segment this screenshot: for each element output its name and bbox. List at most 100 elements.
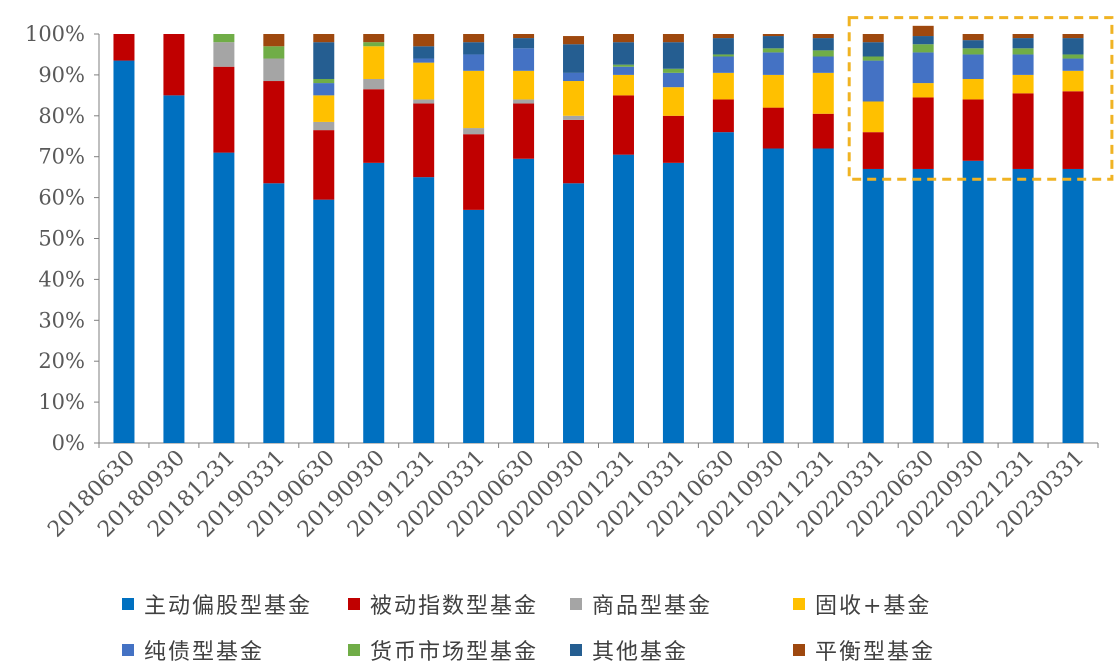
bar-segment <box>762 48 784 53</box>
bar-segment <box>912 97 934 169</box>
bar-segment <box>1062 70 1084 92</box>
bar-segment <box>263 183 285 443</box>
bar-segment <box>413 103 435 178</box>
legend-label: 固收+基金 <box>815 594 932 619</box>
bar-segment <box>1012 34 1034 39</box>
bar-segment <box>313 130 335 200</box>
bar-segment <box>812 50 834 57</box>
bar-segment <box>363 89 385 163</box>
bar-segment <box>213 34 235 43</box>
bar-segment <box>563 183 585 443</box>
bar-segment <box>1012 38 1034 49</box>
bar-segment <box>463 42 485 55</box>
bar-segment <box>1012 74 1034 94</box>
bar-segment <box>563 44 585 73</box>
bar-segment <box>712 72 734 100</box>
bar-segment <box>612 74 634 96</box>
bar-segment <box>962 54 984 79</box>
bar-segment <box>1062 38 1084 55</box>
bar-segment <box>862 56 884 61</box>
bar-segment <box>662 34 684 43</box>
bar-segment <box>662 72 684 88</box>
legend-label: 其他基金 <box>592 640 689 665</box>
bar-segment <box>762 74 784 108</box>
legend-swatch <box>570 644 582 656</box>
legend-item-fixed-income-plus: 固收+基金 <box>793 588 931 620</box>
bar-segment <box>213 152 235 444</box>
legend-swatch <box>122 598 134 610</box>
bar-segment <box>962 48 984 55</box>
bar-segment <box>413 99 435 104</box>
bar-segment <box>263 58 285 82</box>
bar-segment <box>1012 93 1034 169</box>
legend-label: 主动偏股型基金 <box>144 594 313 619</box>
bar-segment <box>612 154 634 443</box>
bar-segment <box>313 34 335 43</box>
bar-segment <box>313 42 335 79</box>
y-tick-label: 70% <box>38 145 85 169</box>
bar-segment <box>762 52 784 75</box>
legend-swatch <box>793 598 805 610</box>
bar-segment <box>1012 168 1034 443</box>
bar-segment <box>862 60 884 102</box>
bar-segment <box>513 38 535 49</box>
bar-segment <box>413 62 435 100</box>
legend-swatch <box>122 644 134 656</box>
bar-segment <box>263 81 285 184</box>
bar-segment <box>313 83 335 96</box>
bar-segment <box>463 70 485 129</box>
highlight-box <box>847 16 1114 181</box>
y-tick-label: 20% <box>38 349 85 373</box>
bar-segment <box>662 68 684 73</box>
legend-swatch <box>348 598 360 610</box>
legend-label: 货币市场型基金 <box>370 640 539 665</box>
bar-segment <box>862 132 884 169</box>
bar-segment <box>812 148 834 443</box>
bar-segment <box>612 95 634 155</box>
bar-segment <box>962 40 984 49</box>
legend-label: 平衡型基金 <box>815 640 936 665</box>
bar-segment <box>912 25 934 37</box>
bar-segment <box>912 168 934 443</box>
legend-swatch <box>348 644 360 656</box>
y-tick-label: 50% <box>38 227 85 251</box>
bar-segment <box>862 101 884 133</box>
bar-segment <box>263 46 285 59</box>
bar-segment <box>662 42 684 69</box>
bar-segment <box>962 99 984 161</box>
bar-segment <box>962 78 984 100</box>
bar-segment <box>313 95 335 122</box>
bar-segment <box>513 34 535 39</box>
bar-segment <box>263 34 285 47</box>
bar-segment <box>513 48 535 71</box>
bar-segment <box>812 113 834 149</box>
bar-segment <box>563 81 585 116</box>
bar-segment <box>313 78 335 84</box>
bar-segment <box>812 56 834 73</box>
bar-segment <box>313 199 335 443</box>
bar-segment <box>363 46 385 79</box>
legend-swatch <box>570 598 582 610</box>
bar-segment <box>313 121 335 131</box>
bar-segment <box>513 158 535 443</box>
y-tick-label: 40% <box>38 267 85 291</box>
bar-segment <box>413 46 435 59</box>
bar-segment <box>712 38 734 55</box>
bar-segment <box>563 72 585 82</box>
bar-segment <box>163 34 185 96</box>
y-tick-label: 10% <box>38 390 85 414</box>
bar-segment <box>912 36 934 45</box>
y-tick-label: 0% <box>52 431 85 455</box>
bar-segment <box>862 42 884 57</box>
bar-segment <box>513 103 535 159</box>
bar-segment <box>1062 91 1084 169</box>
bar-segment <box>712 132 734 443</box>
bar-segment <box>612 42 634 65</box>
legend-label: 纯债型基金 <box>144 640 265 665</box>
legend-item-balanced: 平衡型基金 <box>793 634 935 666</box>
bar-segment <box>413 34 435 47</box>
legend-item-commodity: 商品型基金 <box>570 588 712 620</box>
stacked-bar-chart: 0%10%20%30%40%50%60%70%80%90%100%2018063… <box>25 16 1114 542</box>
legend-label: 被动指数型基金 <box>370 594 539 619</box>
bar-segment <box>612 64 634 67</box>
